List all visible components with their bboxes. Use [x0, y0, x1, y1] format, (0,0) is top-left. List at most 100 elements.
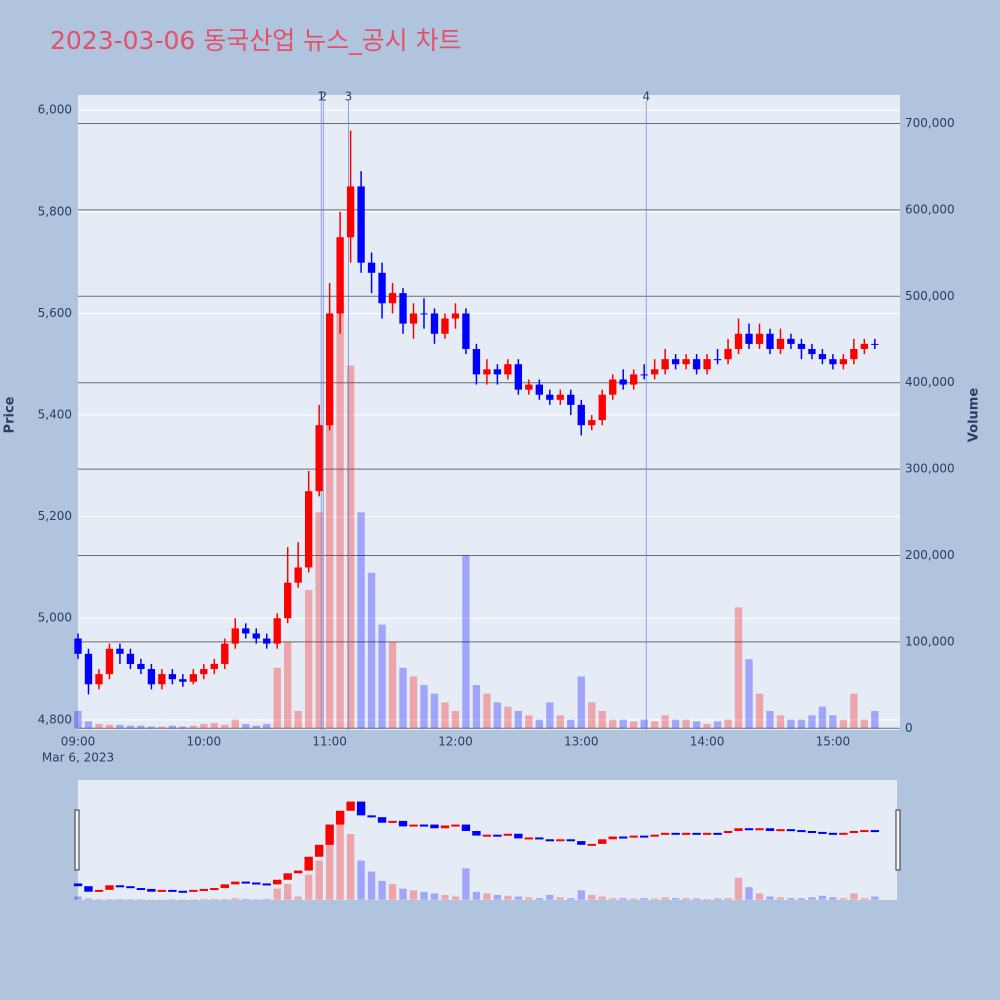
- slider-handle[interactable]: [895, 809, 901, 871]
- annotation-label: 4: [642, 90, 650, 104]
- y-tick-label: 5,000: [38, 611, 72, 625]
- slider-candle: [765, 828, 775, 831]
- slider-candle: [849, 831, 859, 833]
- candle-body: [776, 338, 785, 349]
- volume-bar: [95, 723, 103, 729]
- volume-bar: [535, 719, 543, 729]
- y-tick-label: 5,800: [38, 204, 72, 218]
- candle-body: [766, 333, 774, 349]
- slider-volume-bar: [441, 894, 449, 900]
- x-tick-label: 15:00: [816, 735, 851, 749]
- slider-volume-bar: [420, 891, 428, 900]
- slider-volume-bar: [95, 898, 103, 900]
- slider-candle: [293, 870, 303, 874]
- slider-volume-bar: [598, 896, 606, 900]
- slider-volume-bar: [650, 898, 659, 900]
- slider-candle: [304, 856, 313, 871]
- slider-candle: [828, 832, 838, 835]
- y-tick-label: 5,200: [38, 509, 72, 523]
- x-tick-label: 14:00: [690, 735, 725, 749]
- slider-candle: [126, 886, 135, 889]
- candle-body: [692, 359, 701, 370]
- slider-candle: [94, 889, 104, 892]
- candle-body: [588, 420, 596, 426]
- candle-body: [221, 643, 229, 664]
- volume-bar: [724, 719, 732, 729]
- slider-candle: [681, 832, 691, 835]
- slider-candle: [409, 824, 418, 827]
- candle-body: [430, 313, 439, 334]
- volume-bar: [650, 721, 659, 729]
- candle-body: [451, 313, 460, 319]
- volume-bar: [137, 725, 145, 729]
- volume-bar: [357, 512, 365, 729]
- volume-bar: [661, 715, 669, 729]
- slider-candle: [776, 829, 785, 832]
- slider-volume-bar: [221, 899, 229, 900]
- slider-volume-bar: [829, 897, 837, 900]
- slider-candle: [660, 832, 670, 835]
- slider-volume-bar: [210, 898, 218, 900]
- slider-volume-bar: [671, 898, 680, 900]
- candle-body: [630, 374, 638, 385]
- y2-tick-label: 400,000: [905, 375, 955, 389]
- slider-volume-bar: [818, 895, 827, 900]
- candle-body: [556, 394, 564, 400]
- slider-volume-bar: [755, 893, 764, 900]
- candle-body: [420, 313, 428, 315]
- slider-candle: [105, 885, 114, 890]
- slider-candle: [430, 824, 439, 829]
- y-axis-title: Price: [3, 396, 18, 433]
- slider-volume-bar: [346, 833, 355, 900]
- volume-bar: [839, 719, 848, 729]
- slider-candle: [723, 831, 733, 833]
- slider-candle: [210, 888, 219, 891]
- volume-bar: [263, 723, 271, 729]
- candle-body: [158, 674, 166, 685]
- volume-bar: [74, 710, 82, 729]
- y2-tick-label: 500,000: [905, 289, 955, 303]
- volume-bar: [609, 719, 617, 729]
- slider-candle: [860, 830, 869, 833]
- slider-candle: [870, 830, 880, 833]
- candle-body: [567, 394, 575, 405]
- candle-body: [598, 394, 606, 421]
- candle-body: [315, 425, 323, 492]
- volume-bar: [336, 304, 344, 729]
- slider-candle: [839, 832, 848, 835]
- y-tick-label: 6,000: [38, 103, 72, 117]
- candle-body: [252, 633, 260, 639]
- volume-bar: [179, 726, 187, 729]
- volume-bar: [630, 721, 638, 729]
- candle-body: [105, 648, 114, 675]
- slider-volume-bar: [493, 894, 502, 900]
- annotation-label: 3: [345, 90, 353, 104]
- x-tick-label: 10:00: [187, 735, 222, 749]
- volume-bar: [493, 702, 502, 729]
- slider-candle: [639, 835, 649, 838]
- slider-volume-bar: [472, 891, 481, 900]
- slider-handle[interactable]: [74, 809, 80, 871]
- range-slider[interactable]: [78, 780, 897, 900]
- volume-bar: [409, 676, 418, 729]
- slider-candle: [713, 832, 722, 835]
- volume-bar: [388, 641, 397, 729]
- candle-body: [609, 379, 617, 395]
- slider-candle: [692, 832, 701, 835]
- volume-bar: [567, 719, 575, 729]
- slider-candle: [356, 801, 366, 816]
- candle-body: [179, 679, 187, 682]
- slider-volume-bar: [336, 823, 344, 900]
- candle-body: [441, 318, 449, 334]
- candle-body: [734, 333, 743, 349]
- slider-volume-bar: [525, 897, 533, 900]
- volume-bar: [105, 724, 114, 729]
- slider-volume-bar: [535, 898, 543, 900]
- slider-volume-bar: [567, 898, 575, 900]
- slider-volume-bar: [713, 898, 722, 900]
- y-tick-label: 5,600: [38, 306, 72, 320]
- slider-volume-bar: [588, 894, 596, 900]
- volume-bar: [200, 723, 208, 729]
- slider-candle: [168, 889, 177, 892]
- candle-body: [483, 369, 491, 375]
